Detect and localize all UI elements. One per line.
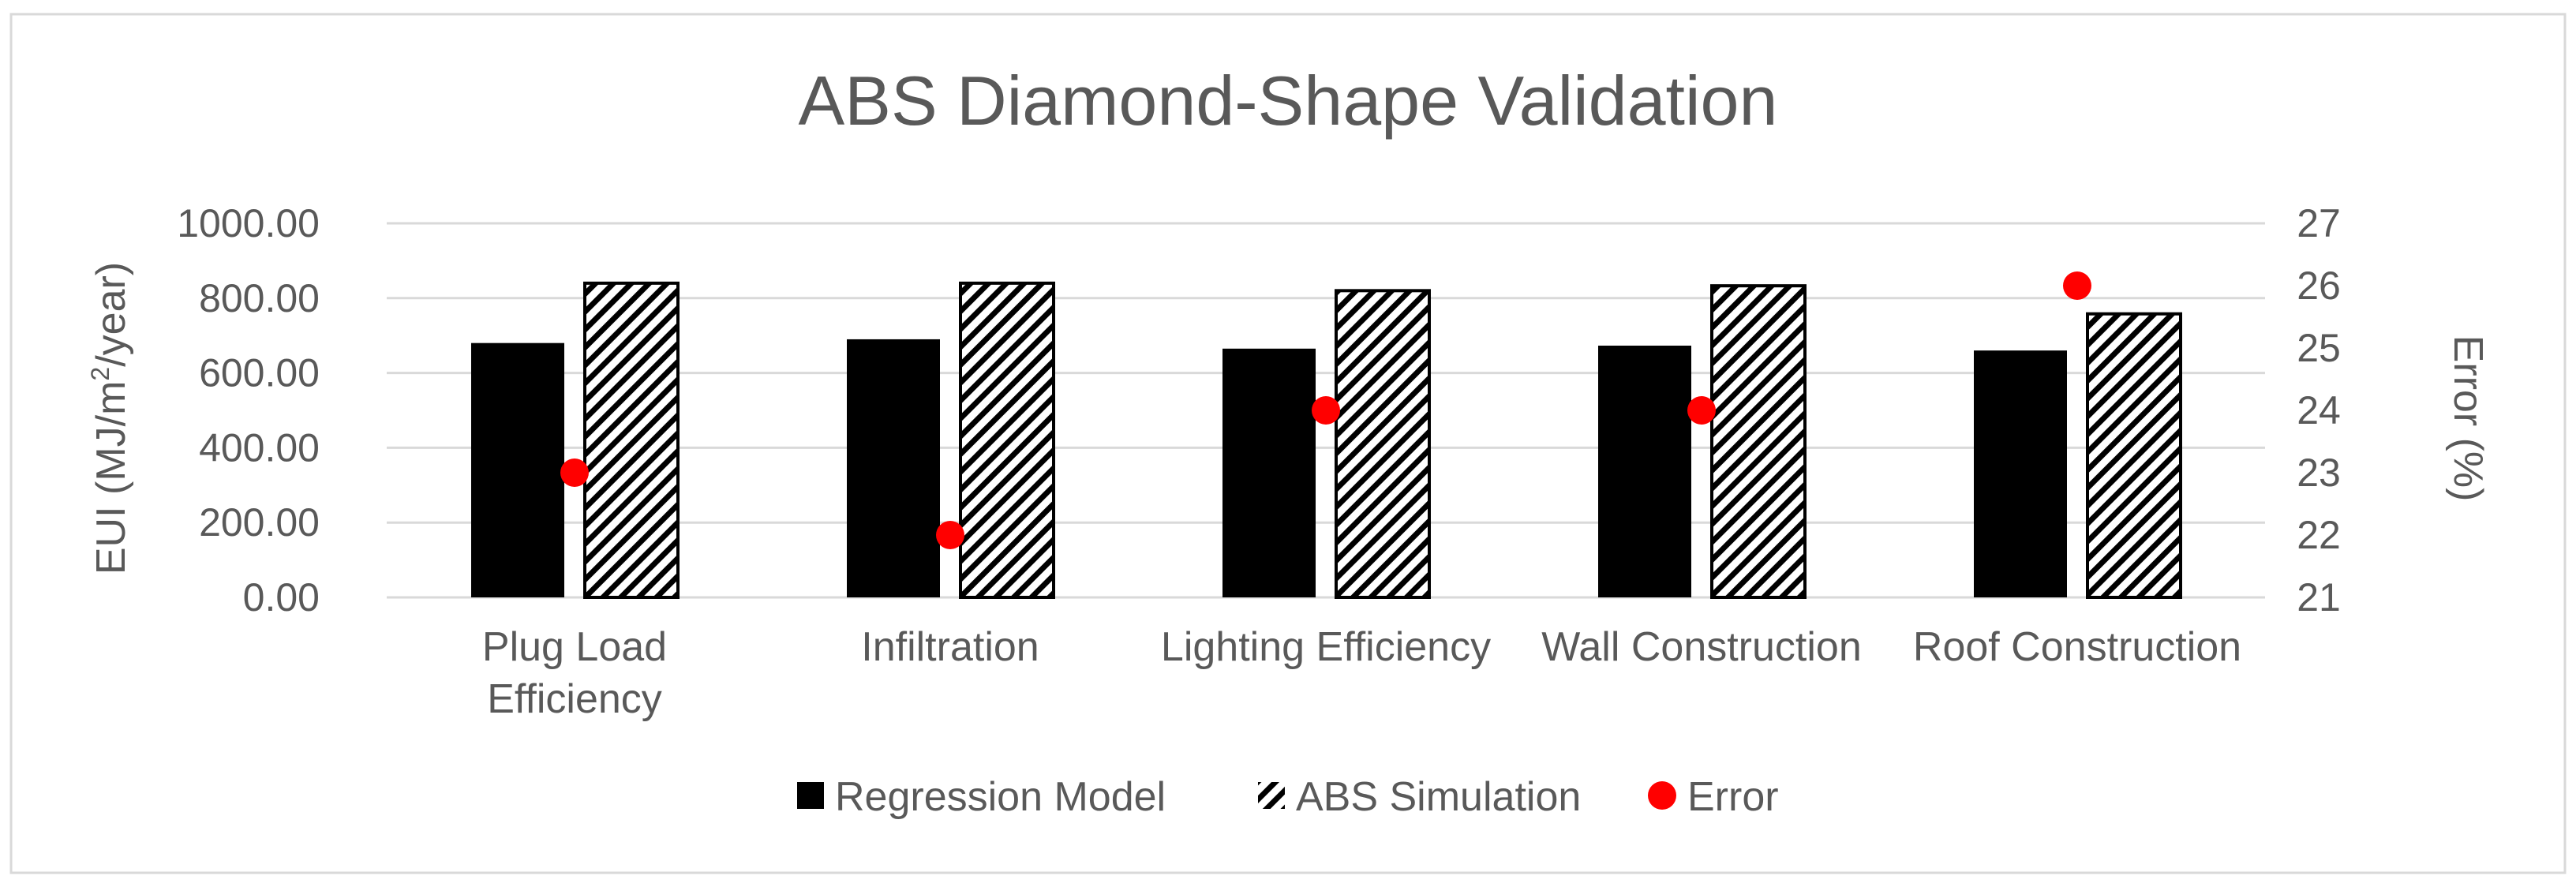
left-tick-label: 200.00 [199,500,320,545]
legend-swatch-abs [1258,782,1285,809]
category-label: Roof Construction [1913,624,2241,670]
error-point [1687,396,1716,425]
bar-abs-simulation [583,281,680,599]
chart-title: ABS Diamond-Shape Validation [799,62,1778,140]
category-label: Efficiency [487,676,662,722]
error-points [560,271,2091,549]
bar-abs-simulation [1335,289,1431,599]
right-tick-label: 22 [2297,513,2341,557]
legend-label-error: Error [1687,774,1779,820]
error-point [936,521,964,549]
left-axis-title-prefix: EUI (MJ/m [88,381,134,575]
bar-regression-model [1222,348,1316,597]
legend: Regression Model ABS Simulation Error [797,774,1779,820]
left-tick-label: 600.00 [199,351,320,395]
error-point [560,458,589,487]
left-axis-title-suffix: /year) [88,262,134,367]
right-axis-ticks: 21 22 23 24 25 26 27 [2297,201,2341,619]
legend-label-abs: ABS Simulation [1296,774,1581,820]
gridlines [387,222,2265,599]
category-labels: Plug Load Efficiency Infiltration Lighting … [482,624,2241,722]
bar-regression-model [1598,345,1691,597]
right-tick-label: 27 [2297,201,2341,245]
bar-abs-simulation [2086,312,2182,599]
left-tick-label: 400.00 [199,425,320,470]
category-label: Wall Construction [1541,624,1862,670]
error-point [2063,271,2091,300]
right-tick-label: 24 [2297,388,2341,432]
bar-regression-model [1974,350,2067,597]
left-axis-title-sup: 2 [86,367,114,381]
bar-abs-simulation [959,281,1055,599]
right-tick-label: 25 [2297,326,2341,370]
bar-abs-simulation [1710,284,1807,599]
legend-swatch-error [1648,781,1676,810]
left-axis-ticks: 0.00 200.00 400.00 600.00 800.00 1000.00 [177,201,320,619]
right-tick-label: 21 [2297,575,2341,619]
category-label: Plug Load [482,624,667,670]
category-label: Infiltration [861,624,1039,670]
legend-swatch-regression [797,782,824,809]
category-label: Lighting Efficiency [1161,624,1491,670]
left-tick-label: 1000.00 [177,201,320,245]
left-tick-label: 800.00 [199,276,320,320]
right-tick-label: 23 [2297,451,2341,495]
right-tick-label: 26 [2297,264,2341,308]
bar-regression-model [847,339,940,597]
bar-regression-model [471,342,564,597]
error-point [1312,396,1340,425]
bars [471,281,2182,599]
right-axis-title: Error (%) [2445,335,2491,502]
left-axis-title: EUI (MJ/m2/year) [86,262,134,574]
legend-label-regression: Regression Model [835,774,1166,820]
left-tick-label: 0.00 [243,575,320,619]
